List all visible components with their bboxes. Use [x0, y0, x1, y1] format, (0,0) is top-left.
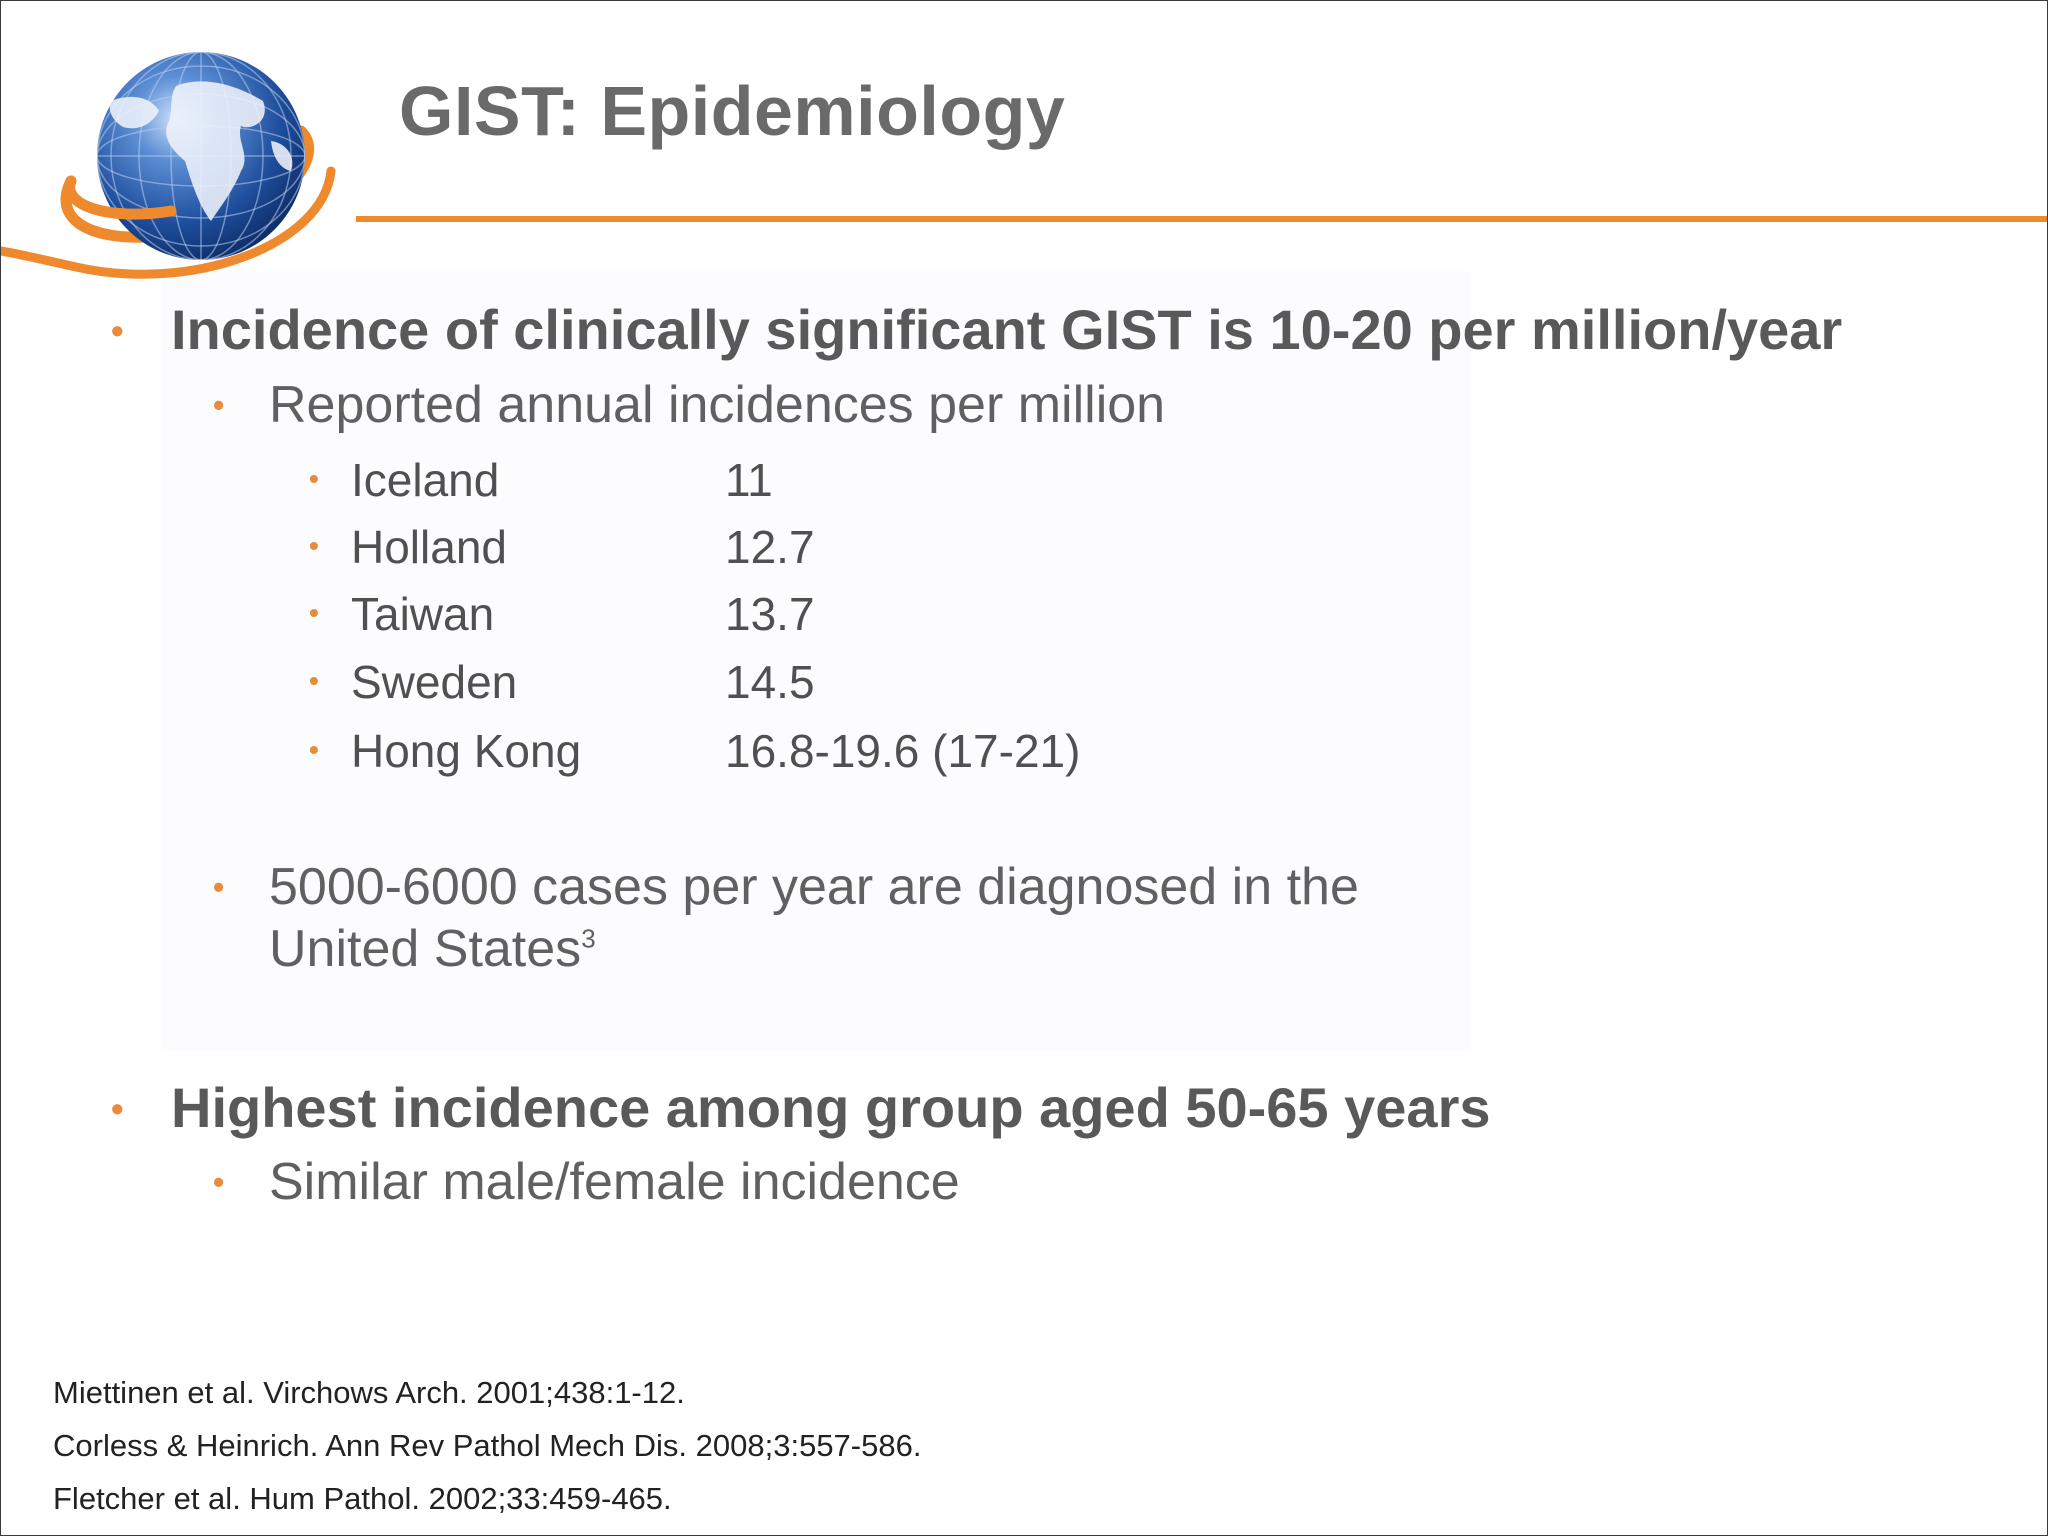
reference-superscript: 3 [581, 923, 596, 954]
globe-icon [1, 52, 336, 279]
country-label: Holland [351, 521, 507, 573]
incidence-value: 11 [725, 454, 773, 506]
bullet-dot-icon: • [213, 1164, 225, 1200]
bullet-dot-icon: • [309, 665, 319, 696]
content-panel [161, 271, 1471, 1051]
title-divider [356, 216, 2047, 222]
reference-item: Fletcher et al. Hum Pathol. 2002;33:459-… [53, 1481, 672, 1516]
country-label: Hong Kong [351, 725, 582, 777]
bullet-sex-incidence: Similar male/female incidence [269, 1153, 960, 1211]
bullet-dot-icon: • [309, 597, 319, 628]
bullet-incidence: Incidence of clinically significant GIST… [171, 298, 1843, 361]
incidence-value: 16.8-19.6 (17-21) [725, 725, 1081, 777]
bullet-dot-icon: • [309, 734, 319, 765]
us-label: United States [269, 920, 582, 978]
bullet-us-cases-line1: 5000-6000 cases per year are diagnosed i… [269, 858, 1359, 916]
reference-item: Corless & Heinrich. Ann Rev Pathol Mech … [53, 1428, 922, 1463]
bullet-dot-icon: • [309, 530, 319, 561]
bullet-dot-icon: • [213, 869, 225, 905]
slide-title: GIST: Epidemiology [399, 72, 1066, 150]
incidence-value: 14.5 [725, 656, 815, 708]
incidence-value: 12.7 [725, 521, 815, 573]
incidence-value: 13.7 [725, 588, 815, 640]
bullet-dot-icon: • [309, 463, 319, 494]
country-label: Taiwan [351, 588, 495, 640]
bullet-dot-icon: • [111, 310, 124, 351]
reference-item: Miettinen et al. Virchows Arch. 2001;438… [53, 1375, 685, 1410]
references: Miettinen et al. Virchows Arch. 2001;438… [53, 1366, 921, 1525]
country-label: Iceland [351, 454, 500, 506]
bullet-dot-icon: • [111, 1088, 124, 1129]
country-label: Sweden [351, 656, 518, 708]
bullet-highest-incidence: Highest incidence among group aged 50-65… [171, 1076, 1491, 1139]
bullet-reported-incidences: Reported annual incidences per million [269, 376, 1166, 434]
bullet-us-cases-line2: United States3 [269, 919, 596, 979]
bullet-dot-icon: • [213, 387, 225, 423]
